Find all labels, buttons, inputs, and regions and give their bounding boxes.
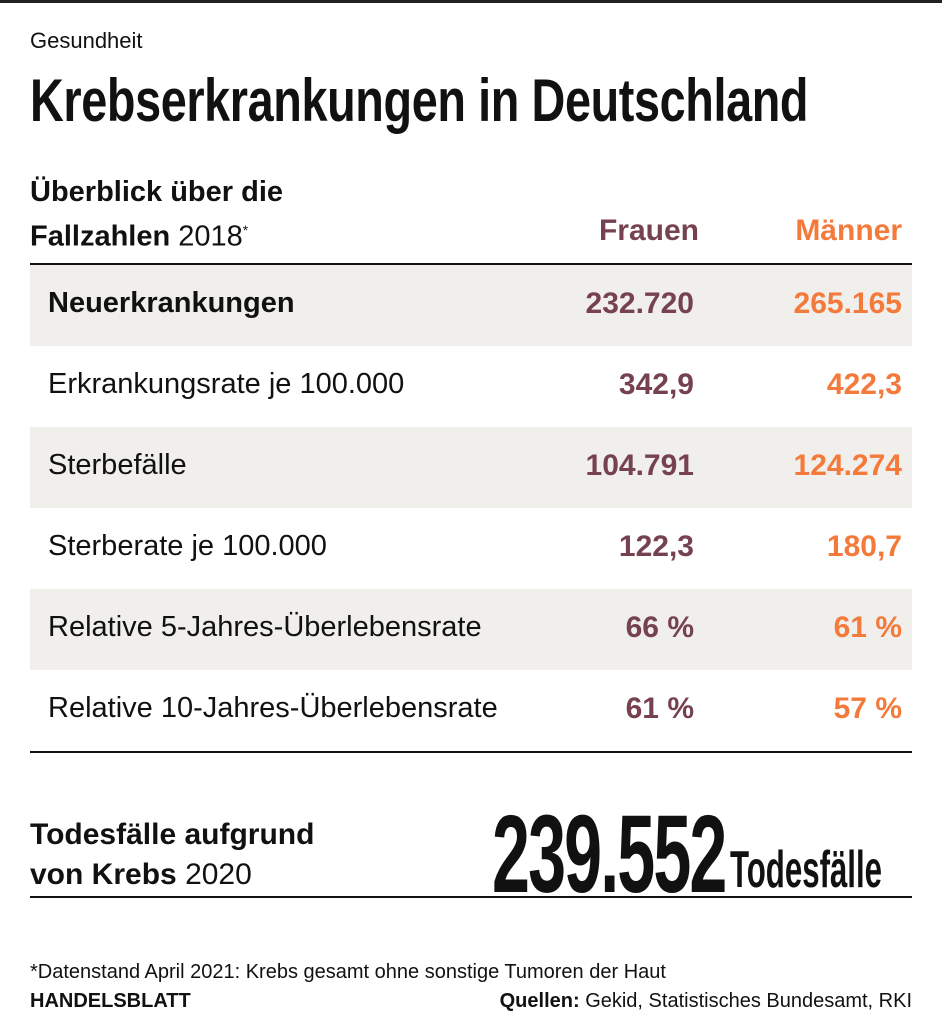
value-frauen: 104.791	[585, 449, 694, 482]
top-rule	[0, 0, 942, 3]
table-row: Sterbefälle 104.791 124.274	[30, 427, 912, 508]
subtitle-bold: Überblick über die Fallzahlen	[30, 176, 284, 253]
value-maenner: 422,3	[826, 368, 902, 401]
deaths-label: Todesfälle aufgrund von Krebs 2020	[30, 815, 370, 895]
table-subtitle: Überblick über die Fallzahlen 2018*	[30, 173, 360, 256]
row-label: Relative 10-Jahres-Überlebensrate	[48, 692, 498, 724]
table-row: Erkrankungsrate je 100.000 342,9 422,3	[30, 346, 912, 427]
deaths-value: 239.552	[492, 793, 727, 916]
deaths-unit: Todesfälle	[730, 841, 882, 899]
table-row: Relative 5-Jahres-Überlebensrate 66 % 61…	[30, 589, 912, 670]
table-row: Neuerkrankungen 232.720 265.165	[30, 265, 912, 346]
subtitle-year: 2018	[178, 220, 243, 253]
column-header-maenner: Männer	[795, 214, 902, 247]
kicker: Gesundheit	[30, 28, 143, 53]
table-row: Relative 10-Jahres-Überlebensrate 61 % 5…	[30, 670, 912, 751]
table-row: Sterberate je 100.000 122,3 180,7	[30, 508, 912, 589]
value-maenner: 61 %	[833, 611, 902, 644]
stats-table: Neuerkrankungen 232.720 265.165 Erkranku…	[30, 263, 912, 753]
row-label: Neuerkrankungen	[48, 287, 295, 319]
deaths-label-bold: Todesfälle aufgrund von Krebs	[30, 818, 315, 891]
sources: Quellen: Gekid, Statistisches Bundesamt,…	[500, 990, 912, 1013]
value-frauen: 232.720	[585, 287, 694, 320]
value-maenner: 57 %	[833, 692, 902, 725]
row-label: Erkrankungsrate je 100.000	[48, 368, 405, 400]
sources-text: Gekid, Statistisches Bundesamt, RKI	[585, 990, 912, 1012]
value-maenner: 265.165	[793, 287, 902, 320]
row-label: Sterbefälle	[48, 449, 187, 481]
bottom-rule	[30, 896, 912, 898]
deaths-year: 2020	[185, 858, 252, 891]
subtitle-mark: *	[242, 222, 249, 238]
value-frauen: 66 %	[625, 611, 694, 644]
sources-label: Quellen:	[499, 990, 580, 1012]
value-frauen: 342,9	[618, 368, 694, 401]
row-label: Sterberate je 100.000	[48, 530, 327, 562]
brand-logo: HANDELSBLATT	[30, 990, 191, 1012]
page-title: Krebserkrankungen in Deutschland	[30, 67, 809, 134]
value-maenner: 124.274	[793, 449, 902, 482]
column-header-frauen: Frauen	[598, 214, 699, 247]
footnote: *Datenstand April 2021: Krebs gesamt ohn…	[30, 961, 666, 983]
value-maenner: 180,7	[826, 530, 902, 563]
row-label: Relative 5-Jahres-Überlebensrate	[48, 611, 482, 643]
value-frauen: 61 %	[625, 692, 694, 725]
value-frauen: 122,3	[618, 530, 694, 563]
